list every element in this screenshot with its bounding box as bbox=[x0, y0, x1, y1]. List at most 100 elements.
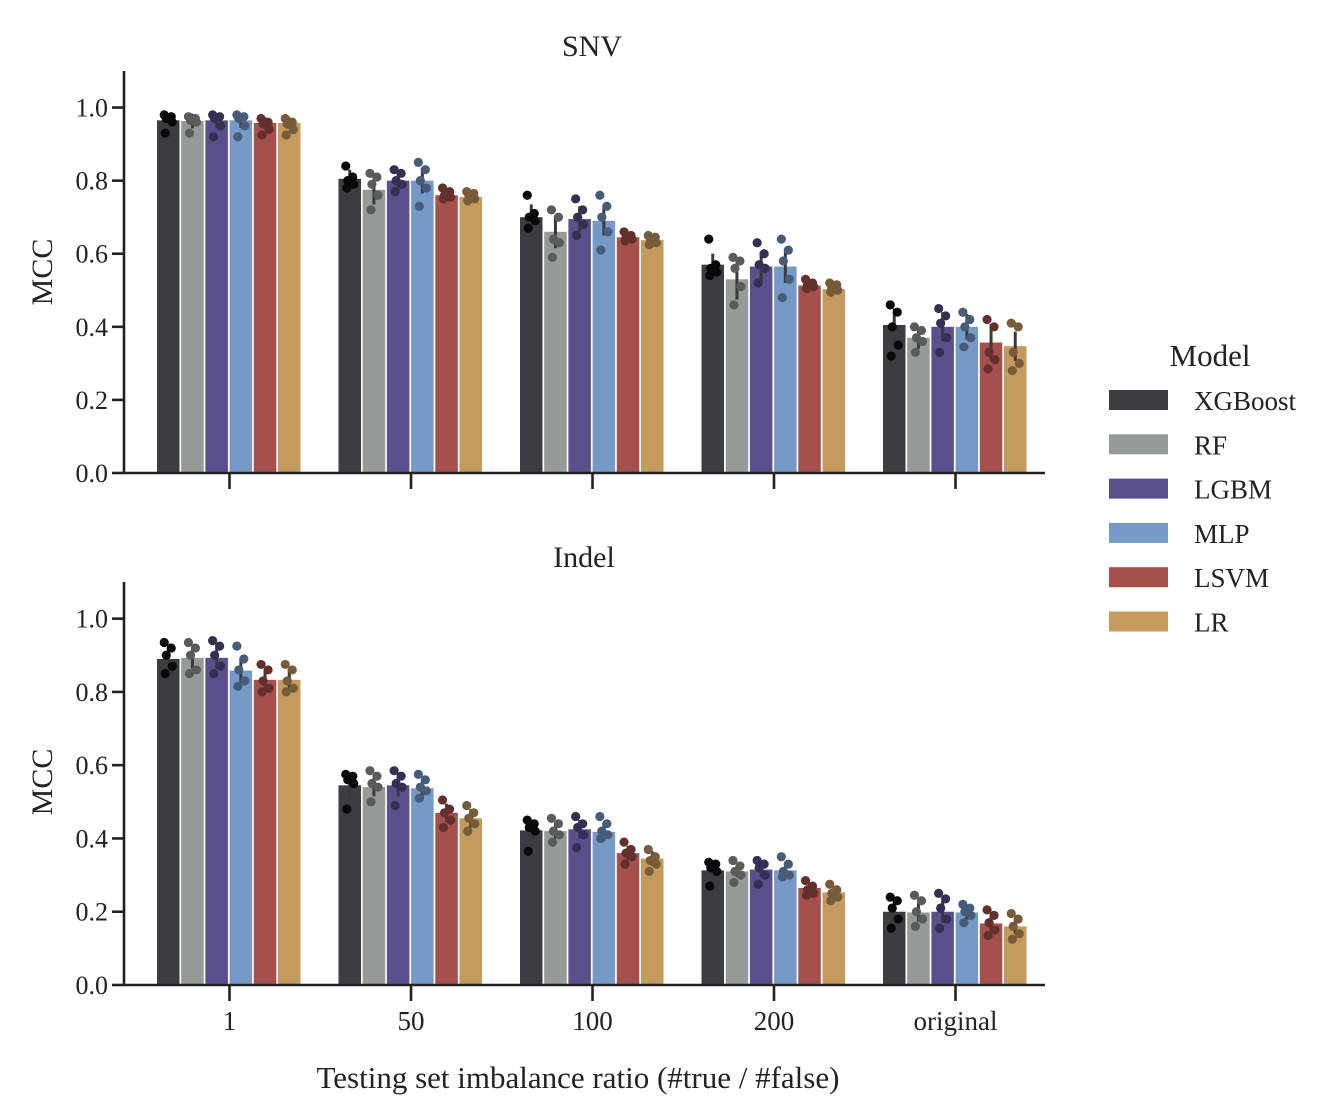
y-tick-label: 0.0 bbox=[76, 971, 109, 1000]
data-point bbox=[934, 888, 944, 899]
data-point bbox=[936, 903, 946, 913]
data-point bbox=[825, 879, 835, 889]
data-point bbox=[463, 196, 473, 206]
data-point bbox=[990, 925, 1000, 935]
data-point bbox=[522, 815, 532, 825]
bar-rf-200 bbox=[725, 279, 749, 473]
data-point bbox=[958, 899, 968, 910]
data-point bbox=[729, 877, 739, 888]
data-point bbox=[602, 819, 612, 829]
data-point bbox=[159, 637, 169, 648]
x-tick-label: 200 bbox=[754, 1006, 795, 1036]
data-point bbox=[281, 130, 291, 140]
data-point bbox=[984, 918, 994, 928]
data-point bbox=[547, 252, 558, 262]
data-point bbox=[462, 800, 472, 811]
bar-rf-1 bbox=[181, 657, 204, 985]
data-point bbox=[627, 234, 637, 244]
bar-lgbm-100 bbox=[568, 219, 591, 473]
bar-mlp-original bbox=[955, 326, 979, 473]
data-point bbox=[916, 325, 927, 336]
data-point bbox=[579, 830, 589, 840]
legend-swatch-lgbm bbox=[1109, 478, 1168, 499]
plot-area: 0.0 0.2 0.4 0.6 0.8 1.0 1 50 100 200 original bbox=[76, 582, 1045, 1036]
bar-lgbm-200 bbox=[749, 266, 773, 473]
data-point bbox=[573, 212, 583, 222]
y-tick-label: 0.4 bbox=[76, 313, 109, 342]
data-point bbox=[437, 795, 448, 805]
x-tick-label: original bbox=[914, 1006, 998, 1036]
data-point bbox=[167, 117, 177, 127]
bar-xgboost-200 bbox=[701, 870, 724, 985]
panel-indel: Indel MCC 0.0 0.2 0.4 0.6 0.8 1.0 1 50 100 200 ori… bbox=[26, 541, 1045, 1036]
legend-label: LGBM bbox=[1194, 475, 1272, 505]
data-point bbox=[342, 804, 352, 814]
data-point bbox=[759, 249, 769, 259]
data-point bbox=[445, 815, 456, 825]
y-axis-label: MCC bbox=[26, 749, 59, 816]
bar-lsvm-1 bbox=[253, 679, 277, 985]
data-point bbox=[965, 314, 975, 325]
data-point bbox=[420, 775, 430, 785]
data-point bbox=[240, 121, 250, 131]
bar-xgboost-50 bbox=[338, 785, 361, 985]
data-point bbox=[421, 183, 431, 193]
bar-mlp-original bbox=[955, 912, 979, 985]
data-point bbox=[784, 870, 794, 880]
bar-lgbm-100 bbox=[568, 829, 591, 985]
data-point bbox=[215, 641, 225, 651]
data-point bbox=[627, 852, 637, 862]
data-point bbox=[990, 355, 1000, 365]
data-point bbox=[753, 879, 763, 889]
data-point bbox=[258, 119, 268, 129]
data-point bbox=[959, 342, 969, 352]
data-point bbox=[826, 287, 836, 297]
legend-swatch-xgboost bbox=[1109, 390, 1168, 410]
data-point bbox=[530, 826, 540, 836]
bar-lr-1 bbox=[278, 679, 301, 985]
data-point bbox=[752, 238, 762, 248]
data-point bbox=[160, 668, 170, 679]
data-point bbox=[390, 187, 400, 197]
data-point bbox=[282, 676, 292, 686]
bar-rf-100 bbox=[544, 831, 567, 985]
data-point bbox=[373, 782, 383, 792]
data-point bbox=[911, 907, 922, 917]
data-point bbox=[620, 236, 630, 246]
data-point bbox=[413, 157, 423, 167]
data-point bbox=[208, 636, 218, 646]
data-point bbox=[373, 190, 383, 200]
data-point bbox=[183, 637, 194, 648]
panel-title: SNV bbox=[562, 30, 622, 63]
data-point bbox=[735, 256, 745, 266]
bar-xgboost-1 bbox=[157, 658, 180, 985]
data-point bbox=[801, 283, 812, 294]
bar-xgboost-50 bbox=[338, 178, 361, 474]
data-point bbox=[522, 190, 532, 200]
data-point bbox=[1008, 347, 1018, 357]
bar-mlp-100 bbox=[592, 220, 616, 473]
bar-mlp-1 bbox=[229, 120, 253, 473]
data-point bbox=[258, 676, 268, 686]
bar-lr-50 bbox=[459, 818, 482, 985]
data-point bbox=[413, 769, 423, 779]
bar-lr-200 bbox=[822, 289, 845, 473]
x-axis-label: Testing set imbalance ratio (#true / #fa… bbox=[317, 1060, 840, 1095]
bar-lgbm-1 bbox=[205, 120, 228, 473]
data-point bbox=[800, 875, 811, 886]
bar-rf-50 bbox=[362, 189, 386, 474]
bar-lsvm-50 bbox=[435, 195, 458, 473]
legend-swatch-mlp bbox=[1109, 522, 1168, 543]
data-point bbox=[234, 113, 244, 124]
data-point bbox=[530, 216, 540, 226]
data-point bbox=[523, 223, 533, 233]
data-point bbox=[753, 278, 763, 288]
data-point bbox=[935, 347, 945, 357]
data-point bbox=[209, 668, 219, 679]
bar-xgboost-200 bbox=[701, 264, 724, 473]
data-point bbox=[783, 859, 793, 869]
data-point bbox=[760, 870, 770, 880]
bar-lr-1 bbox=[278, 122, 301, 474]
x-tick-label: 1 bbox=[223, 1006, 237, 1036]
x-tick-label: 50 bbox=[398, 1006, 425, 1036]
